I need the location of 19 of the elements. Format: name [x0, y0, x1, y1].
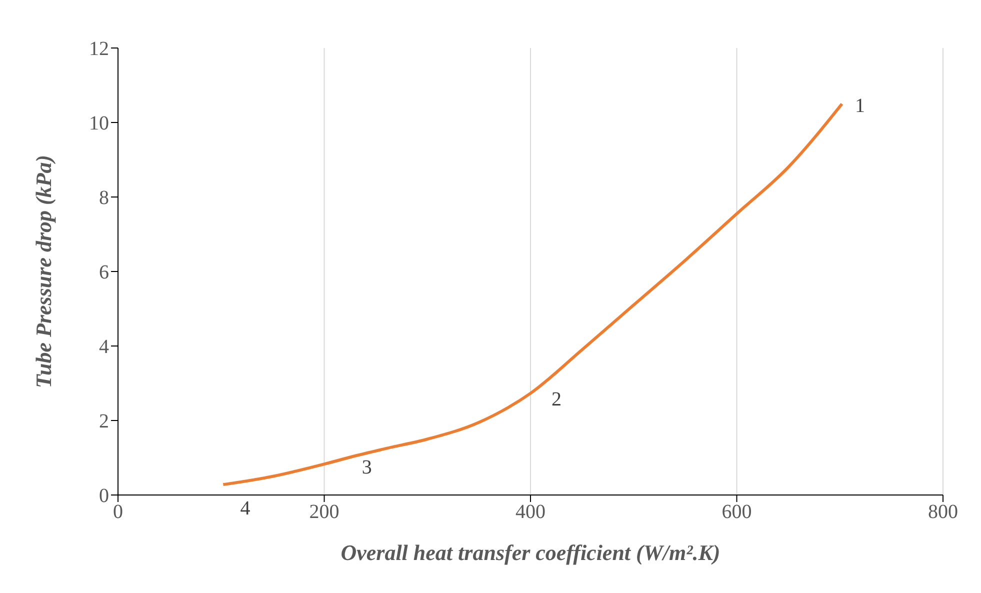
annotation: 2 [552, 388, 562, 410]
annotation: 3 [362, 456, 372, 479]
line-series [222, 102, 844, 486]
y-tick-label: 8 [99, 187, 109, 210]
x-axis-title: Overall heat transfer coefficient (W/m².K) [340, 540, 720, 565]
y-tick-label: 2 [99, 410, 109, 433]
x-tick-label: 600 [722, 501, 752, 524]
x-tick-label: 200 [309, 501, 340, 524]
y-tick-label: 12 [89, 38, 109, 60]
x-tick-label: 800 [928, 501, 958, 524]
y-tick-label: 6 [99, 262, 109, 284]
y-axis-title: Tube Pressure drop (kPa) [30, 154, 56, 388]
x-tick-label: 400 [516, 501, 546, 524]
y-tick-label: 4 [99, 336, 109, 358]
x-tick-label: 0 [113, 501, 123, 524]
annotation: 4 [240, 498, 250, 520]
y-tick-label: 0 [99, 485, 109, 508]
y-tick-label: 10 [89, 112, 109, 135]
annotation: 1 [854, 94, 865, 117]
